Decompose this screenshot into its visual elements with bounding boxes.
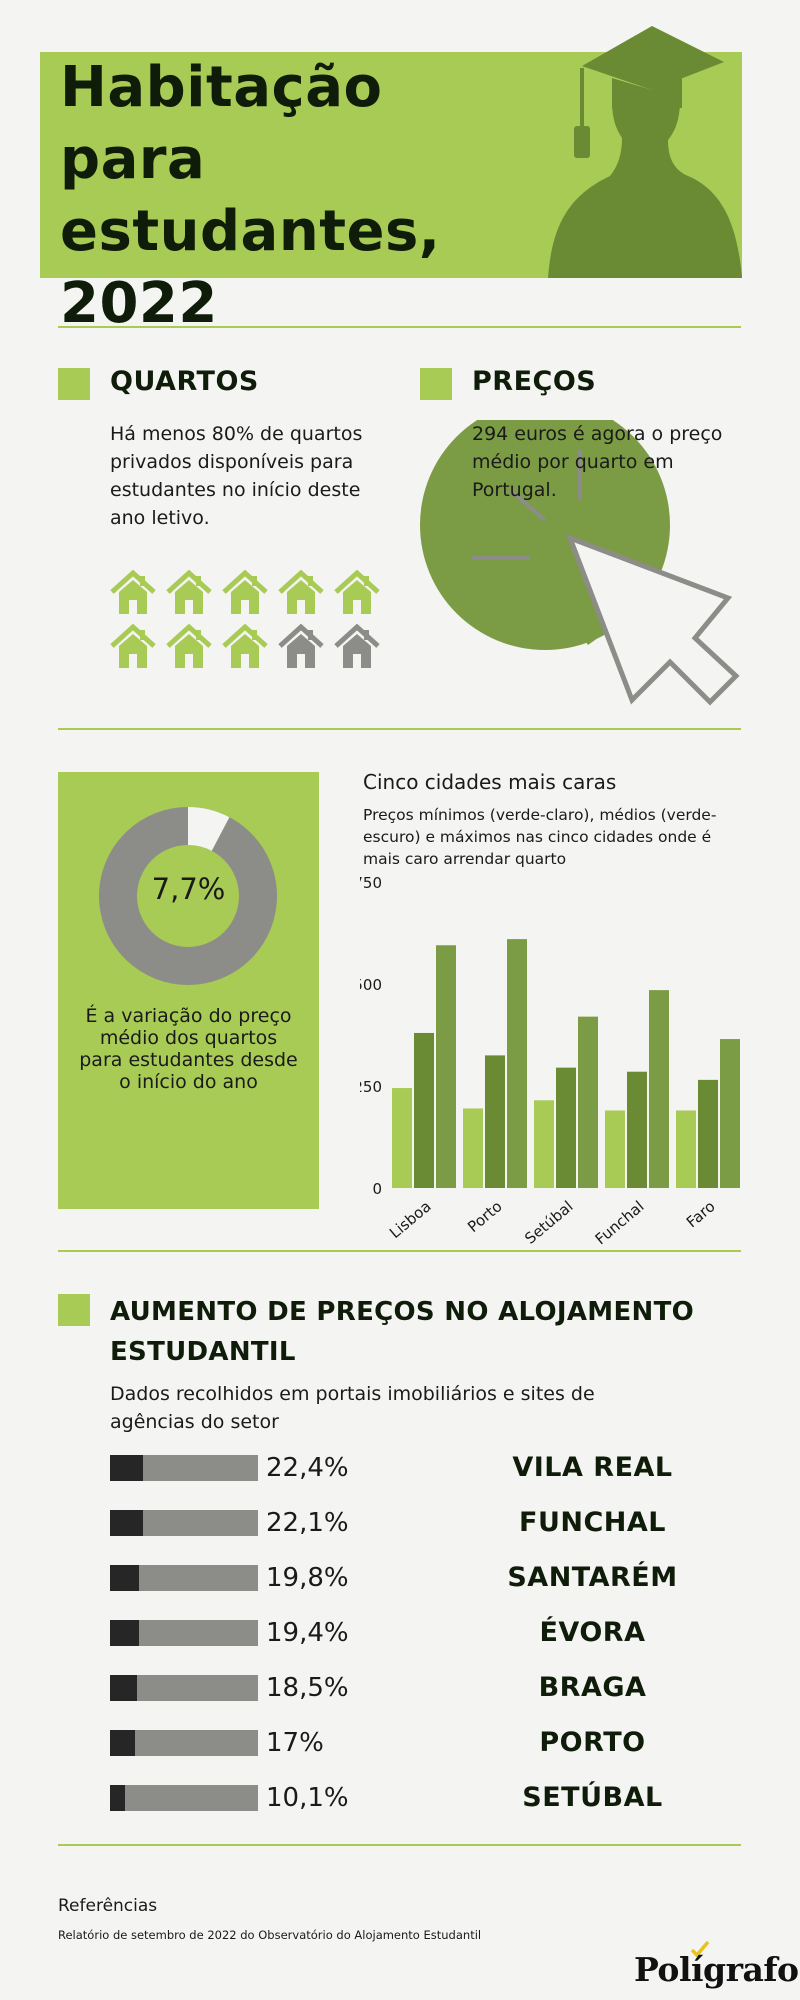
- increase-value: 19,8%: [266, 1563, 349, 1593]
- house-icon: [222, 570, 268, 614]
- bar-funchal-2: [649, 990, 669, 1188]
- x-tick-label: Lisboa: [386, 1197, 435, 1242]
- references-text: Relatório de setembro de 2022 do Observa…: [58, 1928, 482, 1942]
- house-icon: [166, 570, 212, 614]
- increase-bar: [110, 1565, 258, 1591]
- increase-bar-fill: [110, 1565, 140, 1591]
- increase-city: BRAGA: [538, 1672, 647, 1703]
- house-icon: [334, 624, 380, 668]
- chart-subtitle: Preços mínimos (verde-claro), médios (ve…: [363, 806, 717, 868]
- price-pie-icon: [420, 420, 740, 706]
- increase-value: 10,1%: [266, 1783, 349, 1813]
- increase-bar-fill: [110, 1785, 125, 1811]
- logo-check-icon: [690, 1940, 710, 1958]
- chart-title: Cinco cidades mais caras: [363, 770, 617, 794]
- increase-city: VILA REAL: [512, 1452, 673, 1483]
- divider: [58, 728, 741, 730]
- bar-setúbal-1: [556, 1067, 576, 1188]
- y-tick-label: 500: [360, 976, 382, 994]
- increase-bar: [110, 1730, 258, 1756]
- donut-segment: [188, 807, 230, 851]
- title-line: estudantes,: [60, 199, 441, 264]
- variation-description: É a variação do preço médio dos quartos …: [79, 1005, 298, 1093]
- house-icon: [278, 624, 324, 668]
- title-line: 2022: [60, 271, 218, 336]
- graduate-icon: [548, 26, 742, 278]
- aumento-title: AUMENTO DE PREÇOS NO ALOJAMENTO ESTUDANT…: [110, 1297, 695, 1367]
- increase-city: FUNCHAL: [519, 1507, 666, 1538]
- bar-funchal-0: [605, 1110, 625, 1188]
- x-tick-label: Faro: [683, 1197, 719, 1231]
- x-tick-label: Funchal: [592, 1197, 648, 1248]
- bar-faro-0: [676, 1110, 696, 1188]
- title-line: Habitação: [60, 55, 383, 120]
- increase-bar: [110, 1785, 258, 1811]
- bar-porto-1: [485, 1055, 505, 1188]
- house-icon: [166, 624, 212, 668]
- divider: [58, 1844, 741, 1846]
- house-icon: [110, 624, 156, 668]
- increase-bar: [110, 1455, 258, 1481]
- precos-title: PREÇOS: [472, 366, 597, 397]
- quartos-title: QUARTOS: [110, 366, 259, 397]
- increase-bar: [110, 1620, 258, 1646]
- increase-bar-fill: [110, 1455, 144, 1481]
- section-marker: [420, 368, 452, 400]
- house-icon: [110, 570, 156, 614]
- y-tick-label: 250: [360, 1078, 382, 1096]
- increase-value: 22,4%: [266, 1453, 349, 1483]
- bar-lisboa-0: [392, 1088, 412, 1188]
- bar-porto-2: [507, 939, 527, 1188]
- increase-value: 17%: [266, 1728, 324, 1758]
- increase-bar: [110, 1510, 258, 1536]
- x-tick-label: Setúbal: [521, 1197, 576, 1247]
- house-icon: [278, 570, 324, 614]
- title-line: para: [60, 127, 206, 192]
- increase-value: 22,1%: [266, 1508, 349, 1538]
- y-tick-label: 0: [372, 1180, 382, 1198]
- increase-bar: [110, 1675, 258, 1701]
- poligrafo-logo: Polígrafo: [634, 1950, 799, 1989]
- bar-setúbal-0: [534, 1100, 554, 1188]
- increase-city: PORTO: [539, 1727, 646, 1758]
- increase-city: ÉVORA: [539, 1617, 646, 1648]
- increase-bar-fill: [110, 1730, 136, 1756]
- increase-value: 19,4%: [266, 1618, 349, 1648]
- house-icon: [222, 624, 268, 668]
- bar-lisboa-2: [436, 945, 456, 1188]
- increase-city: SETÚBAL: [522, 1782, 663, 1813]
- variation-donut: [99, 807, 277, 985]
- bar-setúbal-2: [578, 1016, 598, 1188]
- divider: [58, 1250, 741, 1252]
- increase-city: SANTARÉM: [507, 1562, 678, 1593]
- increase-bar-fill: [110, 1620, 139, 1646]
- references-title: Referências: [58, 1896, 158, 1916]
- precos-text: 294 euros é agora o preço médio por quar…: [472, 423, 723, 501]
- page-title: Habitação para estudantes, 2022: [60, 52, 441, 340]
- increase-value: 18,5%: [266, 1673, 349, 1703]
- house-icon: [334, 570, 380, 614]
- quartos-text: Há menos 80% de quartos privados disponí…: [110, 423, 363, 529]
- increase-bar-fill: [110, 1510, 143, 1536]
- bar-faro-1: [698, 1079, 718, 1188]
- aumento-subtitle: Dados recolhidos em portais imobiliários…: [110, 1383, 595, 1433]
- section-marker: [58, 1294, 90, 1326]
- bar-faro-2: [720, 1039, 740, 1188]
- section-marker: [58, 368, 90, 400]
- divider: [58, 326, 741, 328]
- bar-lisboa-1: [414, 1032, 434, 1188]
- bar-porto-0: [463, 1108, 483, 1188]
- x-tick-label: Porto: [464, 1197, 505, 1236]
- increase-bar-fill: [110, 1675, 138, 1701]
- bar-funchal-1: [627, 1071, 647, 1188]
- y-tick-label: 750: [360, 874, 382, 892]
- variation-value: 7,7%: [151, 872, 226, 906]
